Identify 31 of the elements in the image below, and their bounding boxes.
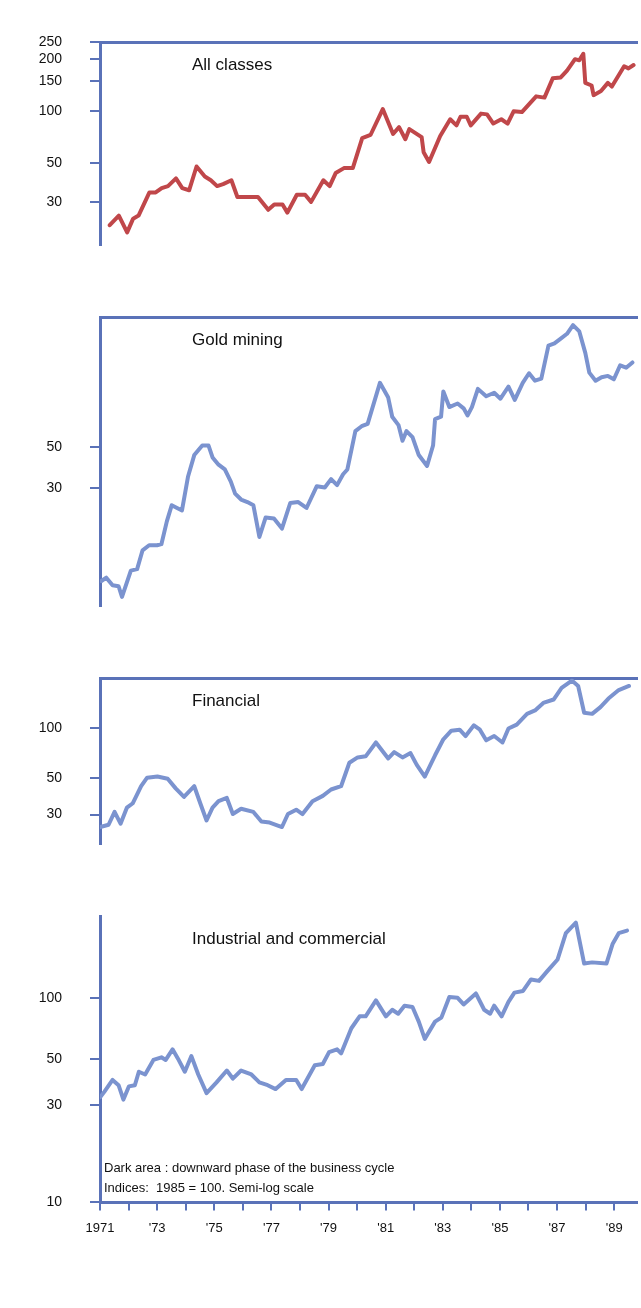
text: All classes [192,55,273,75]
x-tick-label: '77 [262,1219,280,1235]
x-tick-label: '87 [548,1219,566,1235]
y-tick-label: 30 [46,805,63,822]
y-tick-label: 30 [46,479,63,496]
y-tick-label: 250 [38,33,63,50]
x-tick-label: '85 [491,1219,509,1235]
text: Gold mining [192,330,283,350]
y-tick-label: 50 [46,437,63,454]
x-tick-label: '81 [377,1219,395,1235]
x-tick-label: '89 [605,1219,623,1235]
y-tick-label: 100 [38,718,63,735]
annotation: Indices: 1985 = 100. Semi-log scale [104,1180,314,1196]
y-tick-label: 150 [38,71,63,88]
y-tick-label: 30 [46,1095,63,1112]
y-tick-label: 100 [38,988,63,1005]
y-tick-label: 50 [46,154,63,171]
x-tick-label: '73 [148,1219,166,1235]
x-tick-label: '83 [434,1219,452,1235]
y-tick-label: 200 [38,50,63,67]
y-tick-label: 10 [46,1193,63,1210]
y-tick-label: 30 [46,192,63,209]
text: Industrial and commercial [192,929,386,949]
y-tick-label: 50 [46,768,63,785]
x-tick-label: 1971 [85,1219,115,1235]
x-tick-label: '75 [205,1219,223,1235]
y-tick-label: 100 [38,102,63,119]
y-tick-label: 50 [46,1050,63,1067]
annotation: Dark area : downward phase of the business cycle [104,1160,395,1176]
text: Financial [192,691,261,711]
x-tick-label: '79 [320,1219,337,1235]
